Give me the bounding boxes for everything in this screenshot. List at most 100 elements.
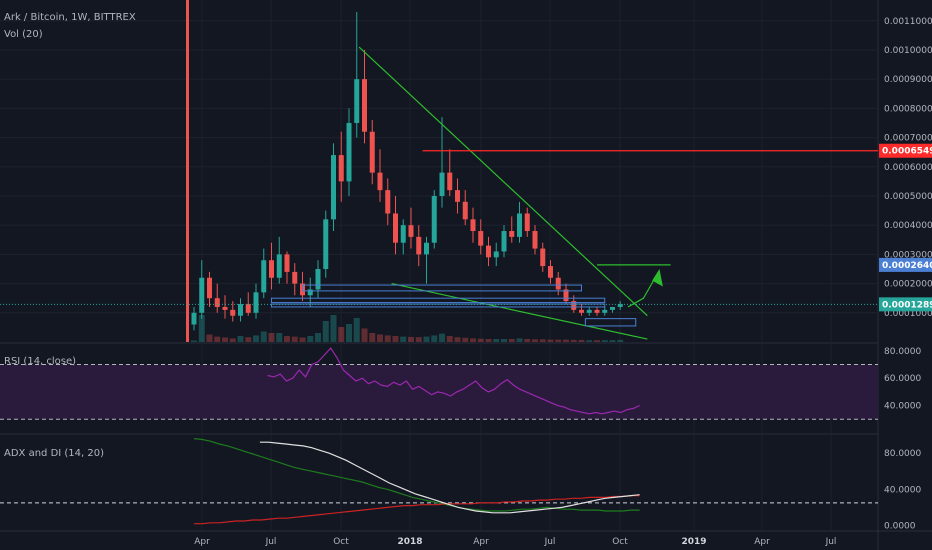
time-tick-label: Oct <box>333 537 349 547</box>
di-plus-line[interactable] <box>193 438 640 512</box>
candle-body[interactable] <box>579 309 584 313</box>
candle-body[interactable] <box>431 195 437 243</box>
candle-body[interactable] <box>524 213 530 232</box>
volume-bar <box>578 339 585 342</box>
listing-spike-bar <box>186 0 189 342</box>
volume-bar <box>338 327 345 342</box>
candle-body[interactable] <box>501 231 507 252</box>
candle-body[interactable] <box>571 301 577 310</box>
candle-body[interactable] <box>455 190 460 202</box>
adx-tick-label: 40.0000 <box>884 485 921 495</box>
price-tag-label: 0.00065492 <box>882 147 932 157</box>
candle-body[interactable] <box>199 277 205 313</box>
support-zone[interactable] <box>584 318 637 327</box>
volume-bar <box>237 336 244 342</box>
support-zone[interactable] <box>271 297 606 304</box>
price-pane[interactable] <box>0 0 878 342</box>
price-tag <box>879 143 932 158</box>
candle-body[interactable] <box>416 236 422 255</box>
candle-body[interactable] <box>509 231 515 237</box>
candle-body[interactable] <box>555 277 561 290</box>
volume-bar <box>454 337 461 342</box>
descending-trendline[interactable] <box>358 46 648 317</box>
volume-bar <box>330 315 337 342</box>
adx-line[interactable] <box>259 441 640 514</box>
volume-bar <box>408 336 414 342</box>
candle-body[interactable] <box>462 201 468 220</box>
candle-body[interactable] <box>610 306 615 310</box>
candle-body[interactable] <box>385 190 391 214</box>
candle-body[interactable] <box>292 271 298 284</box>
candle-body[interactable] <box>331 155 336 220</box>
symbol-title: Ark / Bitcoin, 1W, BITTREX <box>4 12 136 23</box>
candle-body[interactable] <box>307 289 313 296</box>
di-minus-line[interactable] <box>194 495 640 525</box>
volume-bar <box>439 333 445 342</box>
volume-bar <box>315 333 321 342</box>
adx-pane[interactable] <box>0 438 878 525</box>
volume-bar <box>214 336 221 342</box>
candle-body[interactable] <box>338 155 344 182</box>
volume-bar <box>570 339 577 342</box>
candle-body[interactable] <box>261 260 267 293</box>
rsi-line[interactable] <box>267 347 640 415</box>
candle-body[interactable] <box>602 309 608 313</box>
volume-bar <box>299 337 306 342</box>
support-zone[interactable] <box>302 284 582 292</box>
candle-body[interactable] <box>346 122 352 182</box>
candle-body[interactable] <box>362 79 367 132</box>
candle-body[interactable] <box>563 289 569 302</box>
candle-body[interactable] <box>315 268 321 290</box>
volume-bar <box>446 336 453 342</box>
volume-bar <box>353 318 360 342</box>
candle-body[interactable] <box>207 277 212 299</box>
volume-bar <box>222 337 228 342</box>
candle-body[interactable] <box>517 213 522 237</box>
candle-body[interactable] <box>424 242 429 255</box>
candle-body[interactable] <box>532 231 538 249</box>
candle-body[interactable] <box>245 304 251 313</box>
candle-body[interactable] <box>284 254 290 272</box>
volume-bar <box>617 339 624 342</box>
time-tick-label: Apr <box>194 537 210 547</box>
candle-body[interactable] <box>478 231 484 246</box>
volume-bar <box>563 339 569 342</box>
candle-body[interactable] <box>323 219 329 269</box>
candle-body[interactable] <box>408 225 414 237</box>
candle-body[interactable] <box>400 225 406 243</box>
candle-body[interactable] <box>548 266 553 278</box>
volume-bar <box>539 339 546 342</box>
candle-body[interactable] <box>486 245 491 258</box>
candle-body[interactable] <box>594 309 600 313</box>
candle-body[interactable] <box>269 260 274 278</box>
candle-body[interactable] <box>586 309 592 313</box>
candle-body[interactable] <box>191 312 197 325</box>
candle-body[interactable] <box>439 172 445 196</box>
candle-body[interactable] <box>617 304 623 307</box>
lower-trendline[interactable] <box>391 283 648 340</box>
candle-body[interactable] <box>493 251 499 258</box>
adx-label: ADX and DI (14, 20) <box>4 448 104 459</box>
candle-body[interactable] <box>230 309 236 316</box>
candle-body[interactable] <box>222 306 228 310</box>
rsi-pane[interactable] <box>0 347 878 420</box>
candle-body[interactable] <box>470 219 476 232</box>
candle-body[interactable] <box>393 213 398 243</box>
time-tick-label: 2018 <box>397 537 422 547</box>
candle-body[interactable] <box>354 79 360 123</box>
candle-body[interactable] <box>214 298 220 307</box>
candle-body[interactable] <box>369 131 375 173</box>
candle-body[interactable] <box>253 292 259 313</box>
volume-bar <box>415 337 422 342</box>
volume-bar <box>307 336 314 342</box>
candle-body[interactable] <box>238 304 243 316</box>
candle-body[interactable] <box>276 254 282 278</box>
candle-body[interactable] <box>377 172 383 191</box>
candle-body[interactable] <box>540 248 546 267</box>
candle-body[interactable] <box>447 172 453 191</box>
